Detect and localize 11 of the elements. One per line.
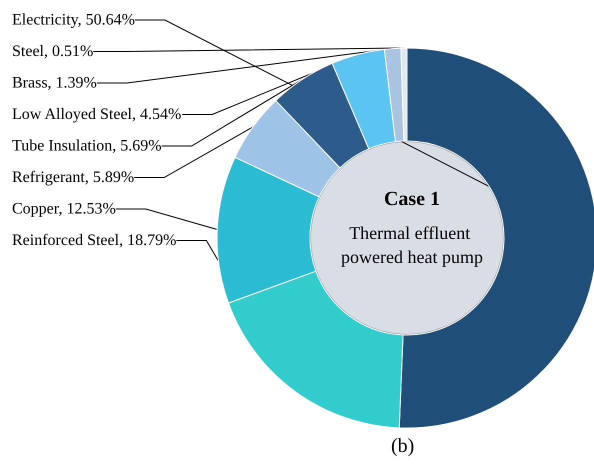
slice-label: Brass, 1.39%: [12, 74, 97, 92]
slice-label: Low Alloyed Steel, 4.54%: [12, 106, 182, 123]
slice-label: Tube Insulation, 5.69%: [12, 138, 162, 154]
text: Case 1: [384, 188, 440, 210]
slice-label: Refrigerant, 5.89%: [12, 169, 134, 186]
text: (b): [391, 435, 414, 457]
slice-label: Steel, 0.51%: [12, 43, 94, 60]
text: Thermal effluent powered heat pump: [341, 223, 483, 267]
slice-label: Copper, 12.53%: [12, 200, 116, 218]
slice-label: Electricity, 50.64%: [12, 12, 135, 28]
slice-label: Reinforced Steel, 18.79%: [12, 232, 176, 249]
